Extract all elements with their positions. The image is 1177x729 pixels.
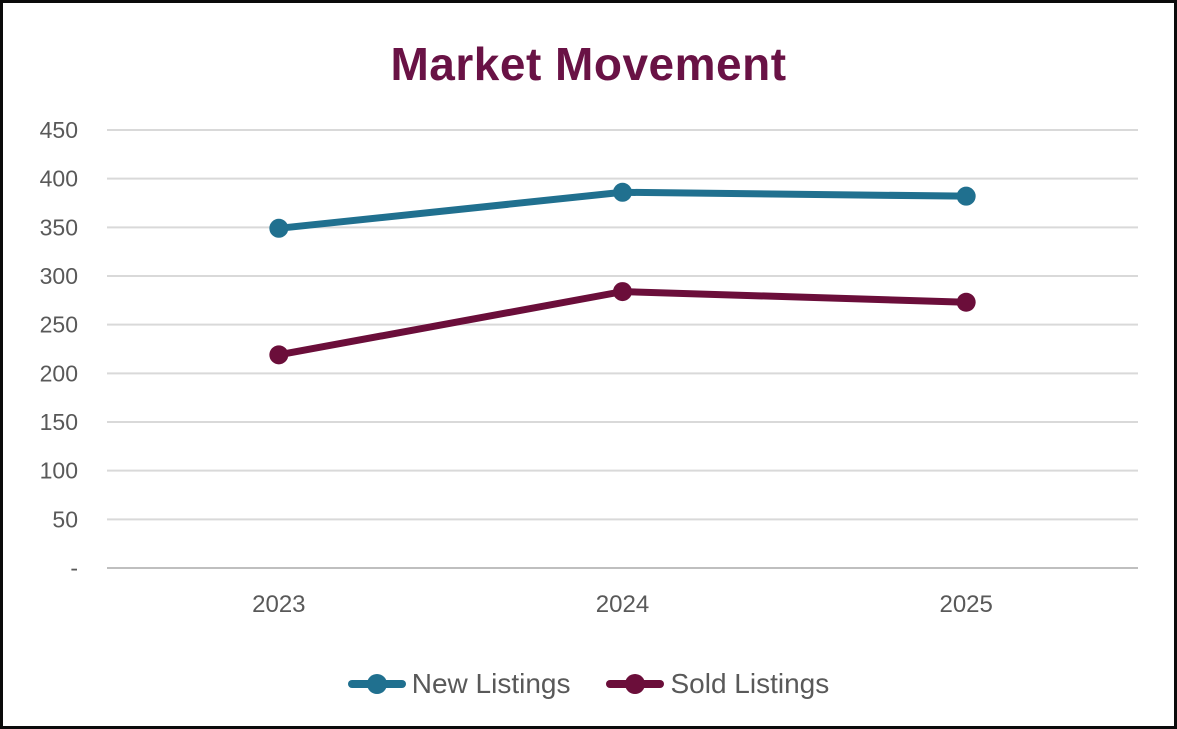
data-point-sold-listings-2025 <box>956 292 976 312</box>
y-tick-label: 300 <box>40 263 78 289</box>
data-point-new-listings-2024 <box>613 182 632 202</box>
legend-label-new-listings: New Listings <box>411 668 571 699</box>
y-tick-label: 50 <box>52 506 78 532</box>
data-point-new-listings-2023 <box>269 218 289 238</box>
chart-legend: New Listings Sold Listings <box>3 670 1174 698</box>
legend-item-new-listings: New Listings <box>347 668 571 699</box>
y-tick-label: 100 <box>40 458 78 484</box>
y-tick-label: 400 <box>40 166 78 192</box>
y-tick-label: 450 <box>40 117 78 143</box>
legend-label-sold-listings: Sold Listings <box>670 668 830 699</box>
data-point-sold-listings-2023 <box>269 345 289 365</box>
x-tick-label: 2025 <box>939 591 992 618</box>
legend-item-sold-listings: Sold Listings <box>606 670 829 698</box>
x-tick-label: 2024 <box>596 591 649 618</box>
legend-marker-sold-listings-icon <box>606 674 665 694</box>
y-tick-label: - <box>70 555 78 581</box>
line-chart-plot-area: - 50 100 150 200 250 300 350 400 450 2023 2024 2025 <box>40 117 1138 618</box>
y-tick-label: 150 <box>40 409 78 435</box>
legend-marker-new-listings-icon <box>347 674 406 694</box>
y-tick-label: 200 <box>40 360 78 386</box>
data-point-sold-listings-2024 <box>613 282 632 302</box>
x-tick-label: 2023 <box>252 591 305 618</box>
data-point-new-listings-2025 <box>956 186 976 206</box>
y-tick-label: 250 <box>40 312 78 338</box>
chart-title: Market Movement <box>390 38 787 90</box>
y-tick-label: 350 <box>40 214 78 240</box>
